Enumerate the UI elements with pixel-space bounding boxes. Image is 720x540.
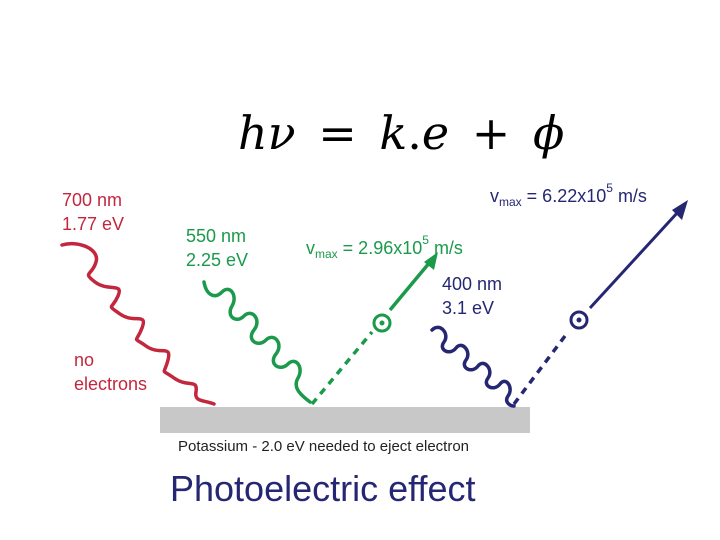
eq-h: h xyxy=(238,106,268,160)
violet-energy-label: 3.1 eV xyxy=(442,298,495,318)
violet-electron-arrow-shaft xyxy=(588,210,680,310)
green-electron-arrow-shaft xyxy=(388,260,432,312)
violet-photon-wave xyxy=(430,325,516,408)
green-electron-arrowhead xyxy=(424,252,438,270)
red-energy-label: 1.77 eV xyxy=(62,214,125,234)
red-result-line2: electrons xyxy=(74,374,148,394)
green-wavelength-label: 550 nm xyxy=(186,226,247,246)
surface-caption: Potassium - 2.0 eV needed to eject elect… xyxy=(178,438,470,455)
violet-vmax-exp: 5 xyxy=(606,181,613,195)
violet-electron-core xyxy=(576,317,582,323)
eq-plus: + xyxy=(471,106,511,160)
green-vmax-unit: m/s xyxy=(428,238,463,258)
eq-nu: ν xyxy=(267,106,296,160)
green-vmax-value: = 2.96x10 xyxy=(337,238,423,258)
green-vmax-label: vmax = 2.96x105 m/s xyxy=(306,230,463,264)
eq-k: k xyxy=(379,106,408,160)
violet-electron-arrowhead xyxy=(672,200,688,220)
violet-vmax-label: vmax = 6.22x105 m/s xyxy=(490,178,647,212)
violet-vmax-v: v xyxy=(490,186,499,206)
red-photon-wave xyxy=(60,242,216,406)
violet-vmax-sub: max xyxy=(499,195,522,209)
red-wavelength-label: 700 nm xyxy=(62,190,123,210)
eq-dot: . xyxy=(407,106,422,160)
potassium-surface xyxy=(160,407,530,433)
green-vmax-exp: 5 xyxy=(422,233,429,247)
green-electron-track xyxy=(310,330,374,406)
violet-electron-track xyxy=(512,330,570,406)
green-electron xyxy=(372,313,392,333)
eq-e: e xyxy=(421,106,450,160)
eq-phi: ϕ xyxy=(532,106,565,160)
violet-vmax-unit: m/s xyxy=(612,186,647,206)
green-energy-label: 2.25 eV xyxy=(186,250,249,270)
photoelectric-equation: hν = k.e + ϕ xyxy=(238,100,564,166)
eq-equals: = xyxy=(318,106,357,160)
violet-wavelength-label: 400 nm xyxy=(442,274,503,294)
red-result-line1: no xyxy=(74,350,95,370)
green-vmax-sub: max xyxy=(315,247,338,261)
green-electron-core xyxy=(379,320,385,326)
violet-electron xyxy=(569,310,589,330)
slide-title: Photoelectric effect xyxy=(170,468,476,509)
violet-vmax-value: = 6.22x10 xyxy=(521,186,607,206)
green-vmax-v: v xyxy=(306,238,315,258)
green-photon-wave xyxy=(202,280,312,404)
